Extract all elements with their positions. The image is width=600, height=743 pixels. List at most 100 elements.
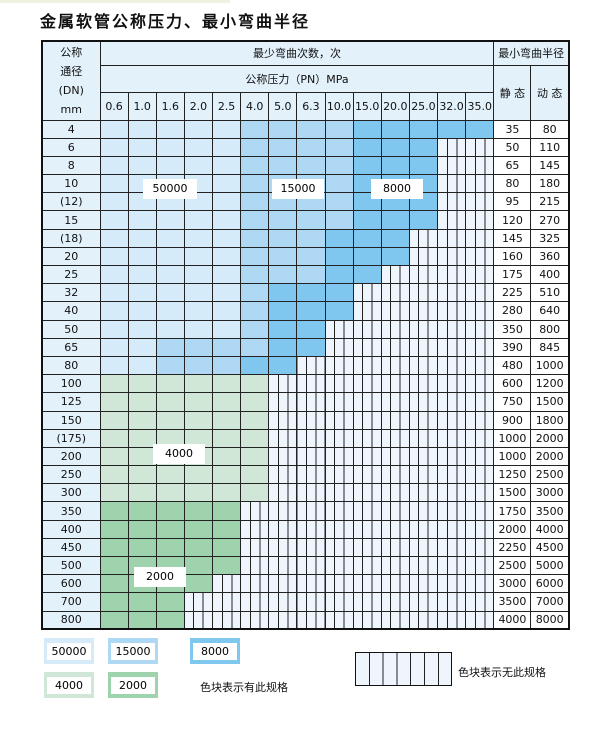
unavailable-cell	[380, 501, 410, 521]
dn-cell: 150	[41, 410, 101, 430]
unavailable-cell	[296, 410, 326, 430]
legend-8000: 8000	[190, 638, 240, 664]
available-cell	[240, 465, 270, 485]
static-radius-cell: 1750	[493, 501, 532, 521]
pressure-col-header: 6.3	[296, 91, 326, 121]
available-cell	[99, 428, 129, 448]
unavailable-cell	[324, 483, 354, 503]
available-cell	[183, 410, 214, 430]
unavailable-cell	[211, 592, 242, 612]
available-cell	[99, 574, 129, 594]
unavailable-cell	[408, 228, 439, 248]
available-cell	[183, 210, 214, 230]
legend-50000: 50000	[44, 638, 94, 664]
pressure-col-header: 4.0	[240, 91, 270, 121]
static-radius-cell: 35	[493, 119, 532, 139]
unavailable-cell	[436, 592, 467, 612]
dynamic-radius-cell: 640	[530, 301, 570, 321]
available-cell	[183, 119, 214, 139]
available-cell	[211, 337, 242, 357]
table-row: 20 160 360	[41, 246, 570, 267]
available-cell	[408, 210, 439, 230]
unavailable-cell	[408, 246, 439, 267]
available-cell	[240, 228, 270, 248]
unavailable-cell	[436, 210, 467, 230]
available-cell	[268, 283, 298, 303]
unavailable-cell	[240, 537, 270, 558]
dn-cell: 4	[41, 119, 101, 139]
dynamic-radius-cell: 215	[530, 192, 570, 212]
static-radius-cell: 350	[493, 319, 532, 339]
unavailable-cell	[465, 446, 495, 467]
unavailable-cell	[436, 465, 467, 485]
dynamic-radius-cell: 1000	[530, 355, 570, 376]
dynamic-radius-cell: 360	[530, 246, 570, 267]
dynamic-radius-cell: 845	[530, 337, 570, 357]
unavailable-cell	[465, 501, 495, 521]
table-row: 40 280 640	[41, 301, 570, 321]
available-cell	[183, 283, 214, 303]
available-cell	[211, 264, 242, 285]
available-cell	[352, 137, 382, 157]
dynamic-radius-cell: 800	[530, 319, 570, 339]
unavailable-cell	[436, 374, 467, 394]
unavailable-cell	[352, 465, 382, 485]
unavailable-cell	[240, 592, 270, 612]
unavailable-cell	[465, 610, 495, 630]
dynamic-radius-cell: 270	[530, 210, 570, 230]
zone-label-4000: 4000	[153, 444, 205, 464]
available-cell	[155, 283, 185, 303]
static-radius-cell: 175	[493, 264, 532, 285]
dn-cell: 50	[41, 319, 101, 339]
unavailable-cell	[183, 610, 214, 630]
unavailable-cell	[268, 446, 298, 467]
unavailable-cell	[408, 501, 439, 521]
available-cell	[183, 319, 214, 339]
available-cell	[211, 374, 242, 394]
unavailable-cell	[436, 264, 467, 285]
dn-cell: 400	[41, 519, 101, 539]
static-radius-cell: 95	[493, 192, 532, 212]
table-row: 150 900 1800	[41, 410, 570, 430]
available-cell	[183, 137, 214, 157]
unavailable-cell	[352, 374, 382, 394]
legend-unavailable-swatch	[355, 652, 452, 686]
unavailable-cell	[324, 446, 354, 467]
pressure-col-header: 1.0	[127, 91, 157, 121]
unavailable-cell	[240, 519, 270, 539]
available-cell	[99, 355, 129, 376]
unavailable-cell	[408, 410, 439, 430]
legend-available-text: 色块表示有此规格	[200, 681, 288, 694]
unavailable-cell	[465, 483, 495, 503]
available-cell	[240, 319, 270, 339]
dn-cell: 600	[41, 574, 101, 594]
dynamic-radius-cell: 4000	[530, 519, 570, 539]
available-cell	[99, 610, 129, 630]
dn-cell: 32	[41, 283, 101, 303]
unavailable-cell	[211, 574, 242, 594]
available-cell	[240, 174, 270, 194]
available-cell	[155, 501, 185, 521]
dynamic-radius-cell: 400	[530, 264, 570, 285]
static-header: 静 态	[493, 64, 532, 121]
unavailable-cell	[465, 537, 495, 558]
dn-cell: 300	[41, 483, 101, 503]
available-cell	[155, 155, 185, 176]
unavailable-cell	[408, 374, 439, 394]
unavailable-cell	[465, 519, 495, 539]
unavailable-cell	[465, 555, 495, 576]
unavailable-cell	[380, 374, 410, 394]
dynamic-radius-cell: 2000	[530, 428, 570, 448]
unavailable-cell	[352, 574, 382, 594]
unavailable-cell	[408, 264, 439, 285]
available-cell	[99, 283, 129, 303]
available-cell	[296, 283, 326, 303]
table-row: 250 1250 2500	[41, 465, 570, 485]
unavailable-cell	[240, 555, 270, 576]
unavailable-cell	[296, 428, 326, 448]
available-cell	[296, 228, 326, 248]
available-cell	[99, 319, 129, 339]
unavailable-cell	[465, 283, 495, 303]
unavailable-cell	[436, 283, 467, 303]
unavailable-cell	[408, 483, 439, 503]
